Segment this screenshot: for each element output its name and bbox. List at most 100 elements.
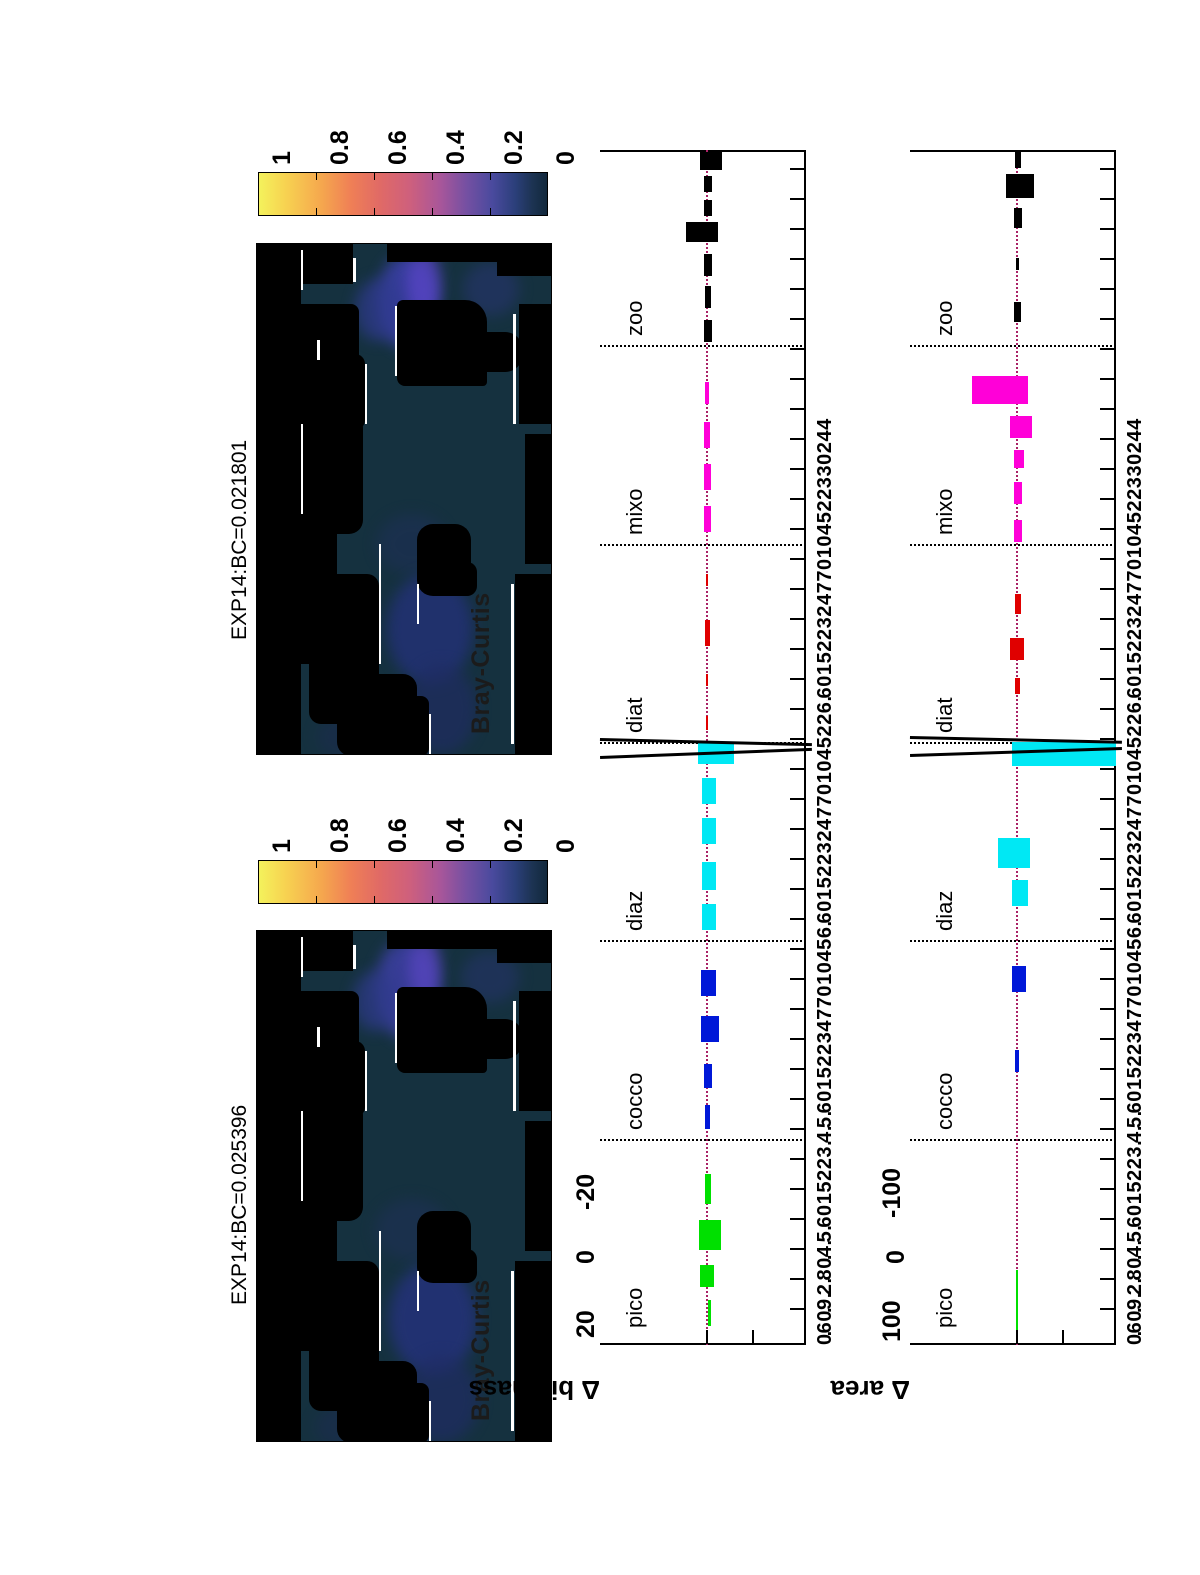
value-tick [790,1128,805,1130]
coastline [417,1271,419,1311]
value-tick [1100,468,1115,470]
value-tick [1100,978,1115,980]
landmass [515,1261,551,1441]
value-tick [790,1248,805,1250]
colorbar-label: 0.2 [500,130,528,165]
value-tick [790,738,805,740]
map-title-left: EXP14:BC=0.025396 [228,1104,251,1305]
colorbar-label: 0.4 [442,130,470,165]
cat-label-mixo: mixo [932,488,957,535]
value-tick [1100,168,1115,170]
coastline [429,1401,431,1441]
coastline [301,937,303,977]
bar-mixo [1014,520,1022,542]
value-tick [1100,528,1115,530]
bar-mixo [1014,482,1022,504]
category-gridline [600,345,806,347]
colorbar-tick [374,208,375,216]
bar-diat [1010,638,1024,660]
bar-cocco [705,1105,710,1129]
value-tick [790,618,805,620]
chart-delta-biomass: zoo mixo diat diaz cocco pico 20 0 -20 Δ… [469,150,836,1405]
value-tick [1100,1158,1115,1160]
category-gridline [910,544,1116,546]
y-major-tick [1062,1330,1064,1344]
coastline [365,364,367,424]
landmass [387,931,497,949]
coastline [417,584,419,624]
bar-diaz [702,818,716,844]
colorbar-label: 1 [268,839,296,853]
bar-zoo [704,254,712,276]
value-tick [1100,228,1115,230]
colorbar-tick [490,896,491,904]
map-overlay-label-right: Bray-Curtis [467,592,495,734]
value-tick [790,588,805,590]
value-tick [1100,288,1115,290]
coastline [317,1027,320,1047]
value-tick [790,948,805,950]
y-major-tick [752,1330,754,1344]
bloom-patch [353,971,397,1031]
y-major-tick [1016,1330,1018,1344]
colorbar-label: 0.8 [326,818,354,853]
bar-cocco [1012,966,1026,992]
value-tick [1100,558,1115,560]
value-tick [1100,1038,1115,1040]
value-tick [790,798,805,800]
value-tick [790,828,805,830]
value-tick [790,1008,805,1010]
bloom-patch [355,279,401,341]
value-tick [1100,258,1115,260]
bar-mixo [705,382,709,404]
landmass [453,1019,523,1059]
value-tick [1100,498,1115,500]
value-tick [790,198,805,200]
bar-diat [705,620,710,646]
value-tick [790,648,805,650]
cat-label-pico: pico [622,1287,647,1328]
axis-title-delta-area: Δ area [830,1375,910,1405]
colorbar-label: 0.4 [442,818,470,853]
chart-delta-area: zoo mixo diat diaz cocco pico 100 0 -100… [831,150,1146,1405]
cat-label-zoo: zoo [932,300,957,336]
value-tick [1100,198,1115,200]
bar-pico [699,1220,721,1250]
axis-spine-bottom [910,1343,1116,1345]
value-tick [1100,768,1115,770]
value-tick [790,708,805,710]
coastline [511,1271,514,1431]
value-tick [790,168,805,170]
cat-label-cocco: cocco [932,1072,957,1130]
colorbar-tick [374,896,375,904]
y-tick-label-20: 20 [572,1310,600,1338]
bar-diaz [702,904,716,930]
bar-cocco [1015,1050,1019,1072]
value-tick [790,498,805,500]
value-tick [790,1188,805,1190]
value-tick [790,288,805,290]
category-gridline [910,940,1116,942]
category-gridline [910,1139,1116,1141]
colorbar-tick [490,172,491,180]
coastline [353,945,356,969]
bar-diat [706,574,708,586]
value-tick [790,468,805,470]
value-tick [1100,408,1115,410]
coastline [301,250,303,290]
landmass [443,562,477,596]
bar-cocco [704,1064,712,1088]
bar-zoo [686,222,718,242]
bar-zoo [1014,302,1021,322]
bar-diat [706,674,708,686]
value-tick [1100,618,1115,620]
axis-spine-bottom [600,1343,806,1345]
bar-diaz [998,838,1030,868]
value-tick [790,348,805,350]
coastline [395,993,397,1063]
bar-pico [700,1265,714,1287]
bar-mixo [1010,416,1032,438]
colorbar-label: 0.6 [384,818,412,853]
value-tick [790,888,805,890]
